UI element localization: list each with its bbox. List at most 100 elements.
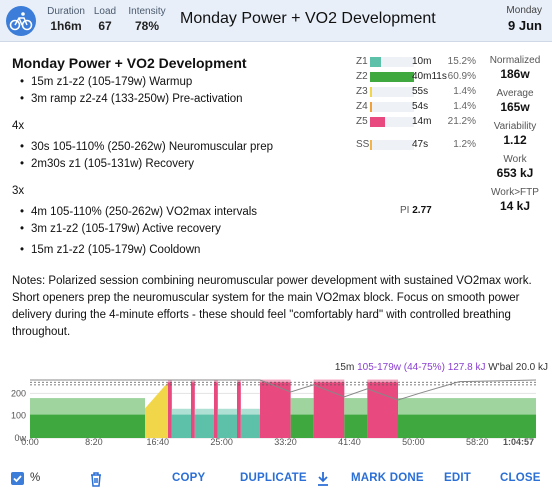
- download-icon[interactable]: [316, 471, 330, 490]
- zone-name: Z1: [356, 56, 368, 67]
- chart-bar: [290, 414, 314, 438]
- copy-button[interactable]: COPY: [172, 472, 206, 484]
- close-button[interactable]: CLOSE: [500, 472, 541, 484]
- x-tick-label: 50:00: [402, 437, 425, 446]
- toolbar: % COPY DUPLICATE MARK DONE EDIT CLOSE: [0, 468, 552, 492]
- x-tick-label: 41:40: [338, 437, 361, 446]
- chart-bar-band: [194, 408, 214, 415]
- step-item: 30s 105-110% (250-262w) Neuromuscular pr…: [20, 139, 352, 156]
- zone-time: 47s: [412, 139, 429, 150]
- workout-title: Monday Power + VO2 Development: [12, 55, 247, 71]
- metric-work-over-ftp: Work>FTP 14 kJ: [482, 187, 548, 213]
- duplicate-button[interactable]: DUPLICATE: [240, 472, 307, 484]
- metric-label: Normalized: [489, 55, 541, 66]
- set-repeat-label: 4x: [12, 120, 25, 132]
- chart-bar-band: [398, 398, 421, 415]
- page-title: Monday Power + VO2 Development: [180, 10, 436, 27]
- intensity-value: 78%: [134, 19, 160, 33]
- cooldown-list: 15m z1-z2 (105-179w) Cooldown: [20, 242, 352, 259]
- chart-bar: [237, 382, 241, 438]
- chart-bar: [191, 382, 195, 438]
- zone-percent: 21.2%: [447, 116, 476, 127]
- step-item: 15m z1-z2 (105-179w) Cooldown: [20, 242, 352, 259]
- chart-segments: [30, 379, 536, 438]
- x-tick-label: 0:00: [21, 437, 39, 446]
- zone-percent: 1.4%: [453, 101, 476, 112]
- percent-label: %: [30, 472, 41, 484]
- metric-label: Average: [496, 88, 534, 99]
- load-stat: Load 67: [91, 6, 119, 33]
- x-tick-label: 8:20: [85, 437, 103, 446]
- mark-done-button[interactable]: MARK DONE: [351, 472, 424, 484]
- zone-row: Z3 55s 1.4%: [356, 85, 478, 100]
- metric-variability: Variability 1.12: [482, 121, 548, 147]
- workout-date: Monday 9 Jun: [506, 5, 542, 33]
- zone-distribution: Z1 10m 15.2% Z2 40m11s 60.9% Z3 55s 1.4%…: [356, 55, 478, 216]
- hover-range: 105-179w (44-75%): [357, 362, 445, 373]
- pi-label: PI: [400, 205, 410, 216]
- wbal-curve: [30, 379, 537, 401]
- zone-bar: [370, 87, 372, 97]
- chart-bar: [214, 382, 218, 438]
- zone-row: Z2 40m11s 60.9%: [356, 70, 478, 85]
- metric-value: 653 kJ: [496, 166, 534, 180]
- chart-bar: [171, 414, 191, 438]
- chart-bar: [240, 414, 260, 438]
- step-item: 15m z1-z2 (105-179w) Warmup: [20, 74, 352, 91]
- chart-bar: [398, 414, 421, 438]
- duration-stat: Duration 1h6m: [44, 6, 88, 33]
- duration-label: Duration: [47, 6, 85, 17]
- zone-row: Z1 10m 15.2%: [356, 55, 478, 70]
- pi-value: 2.77: [412, 205, 432, 216]
- chart-bar-band: [237, 379, 241, 383]
- y-tick-label: 100: [11, 411, 26, 421]
- set-repeat-label: 3x: [12, 185, 25, 197]
- intensity-stat: Intensity 78%: [124, 6, 170, 33]
- set1-list: 30s 105-110% (250-262w) Neuromuscular pr…: [20, 139, 352, 173]
- load-value: 67: [98, 19, 112, 33]
- chart-bar-band: [30, 398, 145, 415]
- chart-bar: [421, 414, 536, 438]
- metric-label: Variability: [493, 121, 537, 132]
- set2-list: 4m 105-110% (250-262w) VO2max intervals …: [20, 204, 352, 238]
- zone-name: Z3: [356, 86, 368, 97]
- chart-bar: [344, 414, 368, 438]
- zone-percent: 1.2%: [453, 139, 476, 150]
- chart-bar-band: [313, 379, 345, 383]
- x-tick-label: 16:40: [147, 437, 170, 446]
- chart-bar: [194, 414, 214, 438]
- chart-bar: [313, 382, 345, 438]
- x-tick-label: 1:04:57: [503, 437, 534, 446]
- trash-icon[interactable]: [89, 471, 103, 490]
- chart-bar-band: [344, 398, 368, 415]
- metric-label: Work: [503, 154, 527, 165]
- chart-bar: [260, 382, 291, 438]
- zone-row: Z5 14m 21.2%: [356, 115, 478, 130]
- zone-name: Z4: [356, 101, 368, 112]
- zone-bar: [370, 117, 385, 127]
- chart-bar-band: [260, 379, 291, 383]
- step-item: 4m 105-110% (250-262w) VO2max intervals: [20, 204, 352, 221]
- edit-button[interactable]: EDIT: [444, 472, 471, 484]
- workout-chart[interactable]: 0w 100 200 0:00 8:20 16:40 25:00 33:20 41:40 50:…: [0, 374, 552, 446]
- chart-bar: [30, 414, 145, 438]
- chart-bar-band: [240, 408, 260, 415]
- metric-average: Average 165w: [482, 88, 548, 114]
- zone-time: 40m11s: [412, 71, 447, 82]
- chart-bar-band: [290, 398, 314, 415]
- duration-value: 1h6m: [50, 19, 82, 33]
- hover-wbal: W'bal 20.0 kJ: [488, 362, 548, 373]
- y-axis-ticks: 0w 100 200: [11, 388, 27, 443]
- cycling-icon: [6, 6, 36, 36]
- metric-value: 165w: [500, 100, 530, 114]
- date-label: 9 Jun: [508, 18, 542, 33]
- chart-bar: [367, 382, 398, 438]
- polarization-index: PI 2.77: [400, 205, 432, 216]
- chart-bar: [168, 382, 172, 438]
- metric-value: 186w: [500, 67, 530, 81]
- header: Duration 1h6m Load 67 Intensity 78% Mond…: [0, 0, 552, 42]
- percent-checkbox[interactable]: [11, 472, 24, 485]
- chart-bar: [145, 382, 168, 438]
- chart-bar-band: [191, 379, 195, 383]
- zone-percent: 1.4%: [453, 86, 476, 97]
